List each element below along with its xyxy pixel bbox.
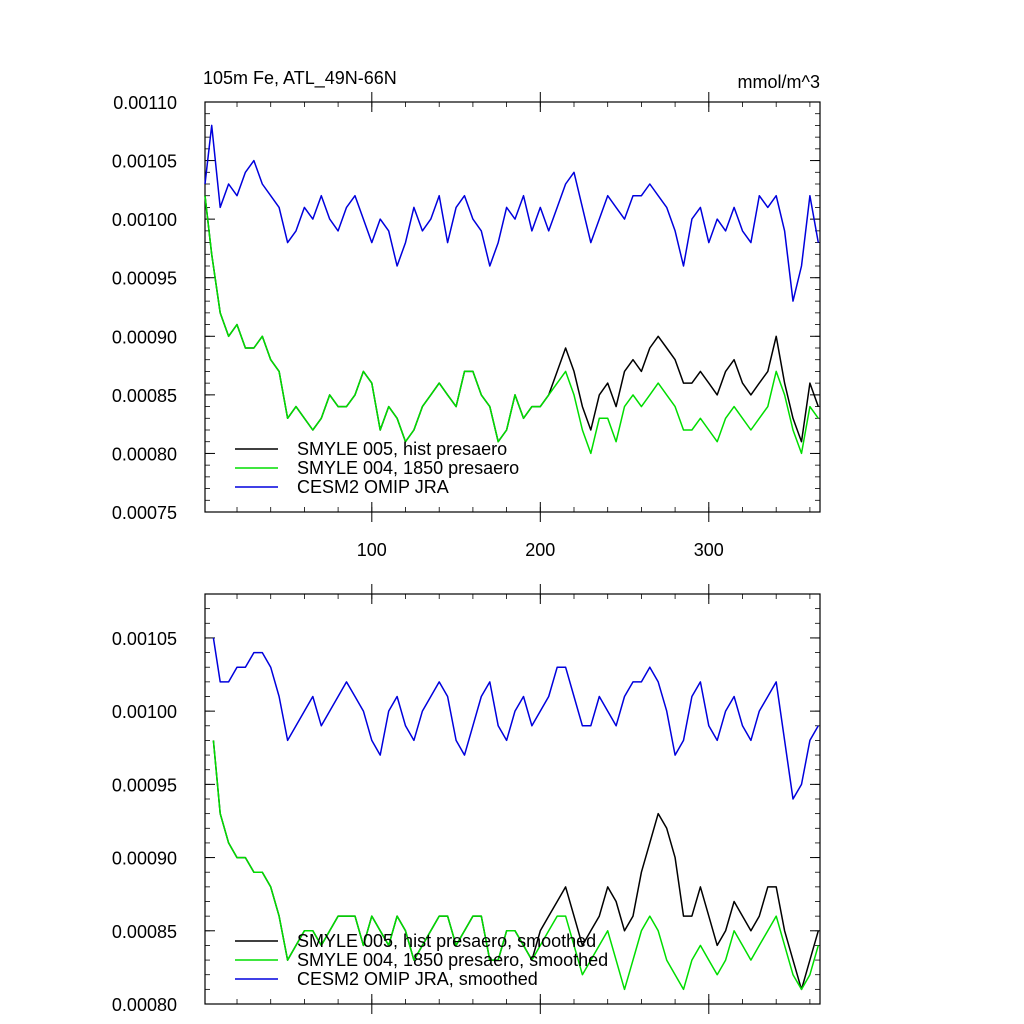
plot-frame: [204, 101, 821, 513]
legend-label: CESM2 OMIP JRA, smoothed: [297, 969, 538, 989]
legend-label: SMYLE 005, hist presaero, smoothed: [297, 931, 596, 951]
y-tick-label: 0.00105: [112, 152, 177, 172]
y-tick-label: 0.00085: [112, 922, 177, 942]
series-line-0: [204, 195, 820, 443]
top-panel: 0.00075 0.00080 0.00085 0.00090 0.00095 0.001…: [112, 92, 821, 560]
y-tick-label: 0.00100: [112, 210, 177, 230]
units-label: mmol/m^3: [738, 72, 820, 92]
y-tick-label: 0.00105: [112, 629, 177, 649]
legend-label: SMYLE 005, hist presaero: [297, 439, 507, 459]
y-tick-label: 0.00095: [112, 269, 177, 289]
series-line-1: [204, 195, 819, 455]
figure-title: 105m Fe, ATL_49N-66N: [203, 68, 397, 89]
y-tick-label: 0.00080: [112, 444, 177, 464]
x-tick-label: 300: [694, 540, 724, 560]
x-tick-label: 200: [525, 540, 555, 560]
x-tick-label: 100: [357, 540, 387, 560]
series-line-2: [204, 124, 820, 302]
bottom-panel: 0.00080 0.00085 0.00090 0.00095 0.00100 0.001…: [112, 584, 821, 1015]
legend-label: CESM2 OMIP JRA: [297, 477, 449, 497]
series-line-1: [212, 740, 820, 991]
y-tick-label: 0.00075: [112, 503, 177, 523]
y-tick-label: 0.00100: [112, 702, 177, 722]
y-tick-label: 0.00080: [112, 995, 177, 1015]
legend-label: SMYLE 004, 1850 presaero: [297, 458, 519, 478]
y-tick-label: 0.00110: [113, 93, 177, 113]
y-tick-label: 0.00085: [112, 386, 177, 406]
legend-label: SMYLE 004, 1850 presaero, smoothed: [297, 950, 608, 970]
y-tick-label: 0.00090: [112, 327, 177, 347]
y-tick-label: 0.00095: [112, 775, 177, 795]
series-line-2: [212, 637, 819, 800]
y-tick-label: 0.00090: [112, 849, 177, 869]
